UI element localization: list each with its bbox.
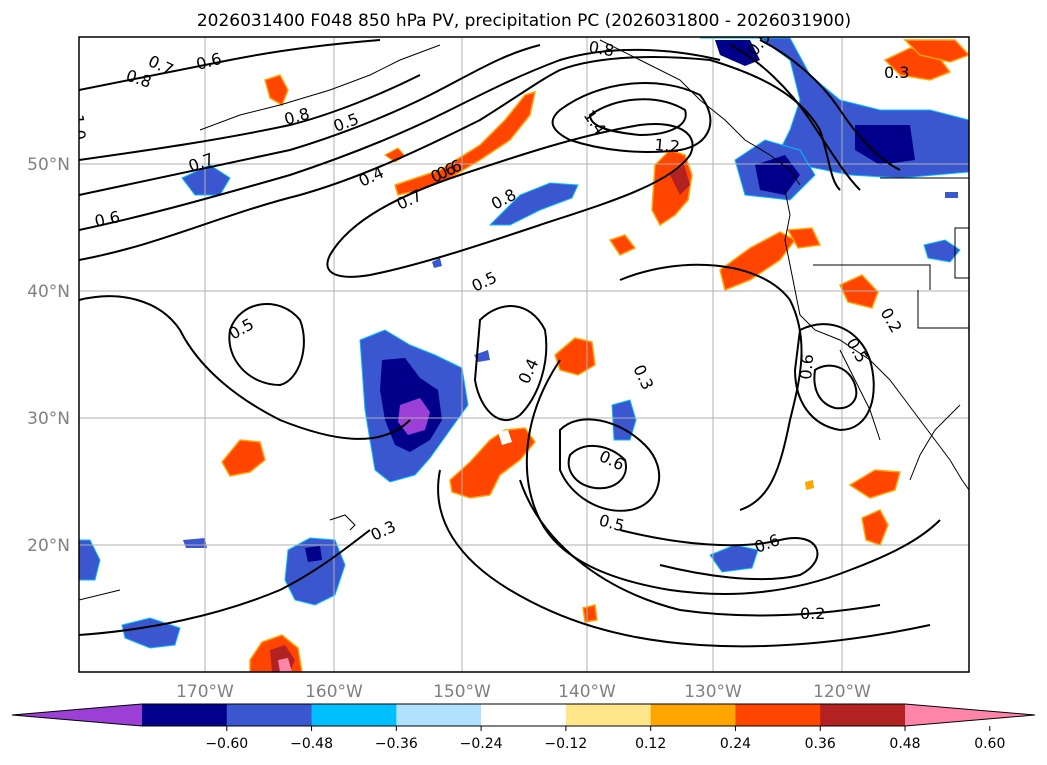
pv-contours <box>79 39 941 648</box>
colorbar-segment <box>142 704 228 726</box>
lon-label: 120°W <box>813 682 871 702</box>
colorbar-segment <box>565 704 652 726</box>
colorbar-segment <box>650 704 736 726</box>
latitude-labels: 50°N 40°N 30°N 20°N <box>27 155 70 556</box>
colorbar-tick-label: 0.36 <box>805 736 836 752</box>
longitude-labels: 170°W 160°W 150°W 140°W 130°W 120°W <box>176 682 871 702</box>
contour-label: 0.2 <box>800 604 825 623</box>
colorbar-segments <box>11 703 1036 727</box>
contour-label: 0.8 <box>587 37 615 60</box>
lat-label: 40°N <box>27 282 70 302</box>
colorbar-tick-label: −0.12 <box>544 736 587 752</box>
contour-label: 1.0 <box>68 114 89 141</box>
map-panel: 0.8 0.7 0.6 1.0 0.6 0.8 0.5 0.7 0.6 0.4 … <box>27 36 970 702</box>
lon-label: 130°W <box>684 682 742 702</box>
colorbar-tick-label: 0.12 <box>635 736 666 752</box>
colorbar-extend-high <box>905 704 1035 726</box>
precip-negative-areas <box>79 37 969 649</box>
lon-label: 140°W <box>558 682 616 702</box>
colorbar-segment <box>820 704 906 726</box>
coastlines <box>79 39 969 601</box>
lon-label: 150°W <box>433 682 491 702</box>
lat-label: 30°N <box>27 409 70 429</box>
colorbar-segment <box>735 704 821 726</box>
colorbar-tick-label: −0.60 <box>205 736 248 752</box>
figure-title: 2026031400 F048 850 hPa PV, precipitatio… <box>197 11 851 31</box>
contour-label: 0.6 <box>796 353 817 380</box>
colorbar-tick-label: 0.24 <box>720 736 751 752</box>
lat-label: 20°N <box>27 536 70 556</box>
colorbar-ticks: −0.60 −0.48 −0.36 −0.24 −0.12 0.12 0.24 0.36 0.4… <box>205 726 1005 752</box>
colorbar-tick-label: 0.60 <box>974 736 1005 752</box>
gridlines <box>79 37 969 672</box>
colorbar-tick-label: −0.24 <box>460 736 503 752</box>
lat-label: 50°N <box>27 155 70 175</box>
colorbar-segment <box>226 704 313 726</box>
colorbar-segment <box>311 704 397 726</box>
colorbar-tick-label: −0.36 <box>375 736 418 752</box>
colorbar-tick-label: 0.48 <box>889 736 920 752</box>
contour-label: 1.2 <box>654 135 681 156</box>
colorbar: −0.60 −0.48 −0.36 −0.24 −0.12 0.12 0.24 0.36 0.4… <box>11 703 1036 752</box>
contour-label: 0.6 <box>93 207 122 231</box>
lon-label: 160°W <box>305 682 363 702</box>
colorbar-extend-low <box>12 704 142 726</box>
lon-label: 170°W <box>176 682 234 702</box>
colorbar-segment <box>396 704 482 726</box>
colorbar-outline <box>11 703 1036 727</box>
colorbar-tick-label: −0.48 <box>290 736 333 752</box>
contour-label: 0.3 <box>884 63 909 82</box>
map-frame <box>78 36 970 673</box>
colorbar-segment <box>481 704 567 726</box>
